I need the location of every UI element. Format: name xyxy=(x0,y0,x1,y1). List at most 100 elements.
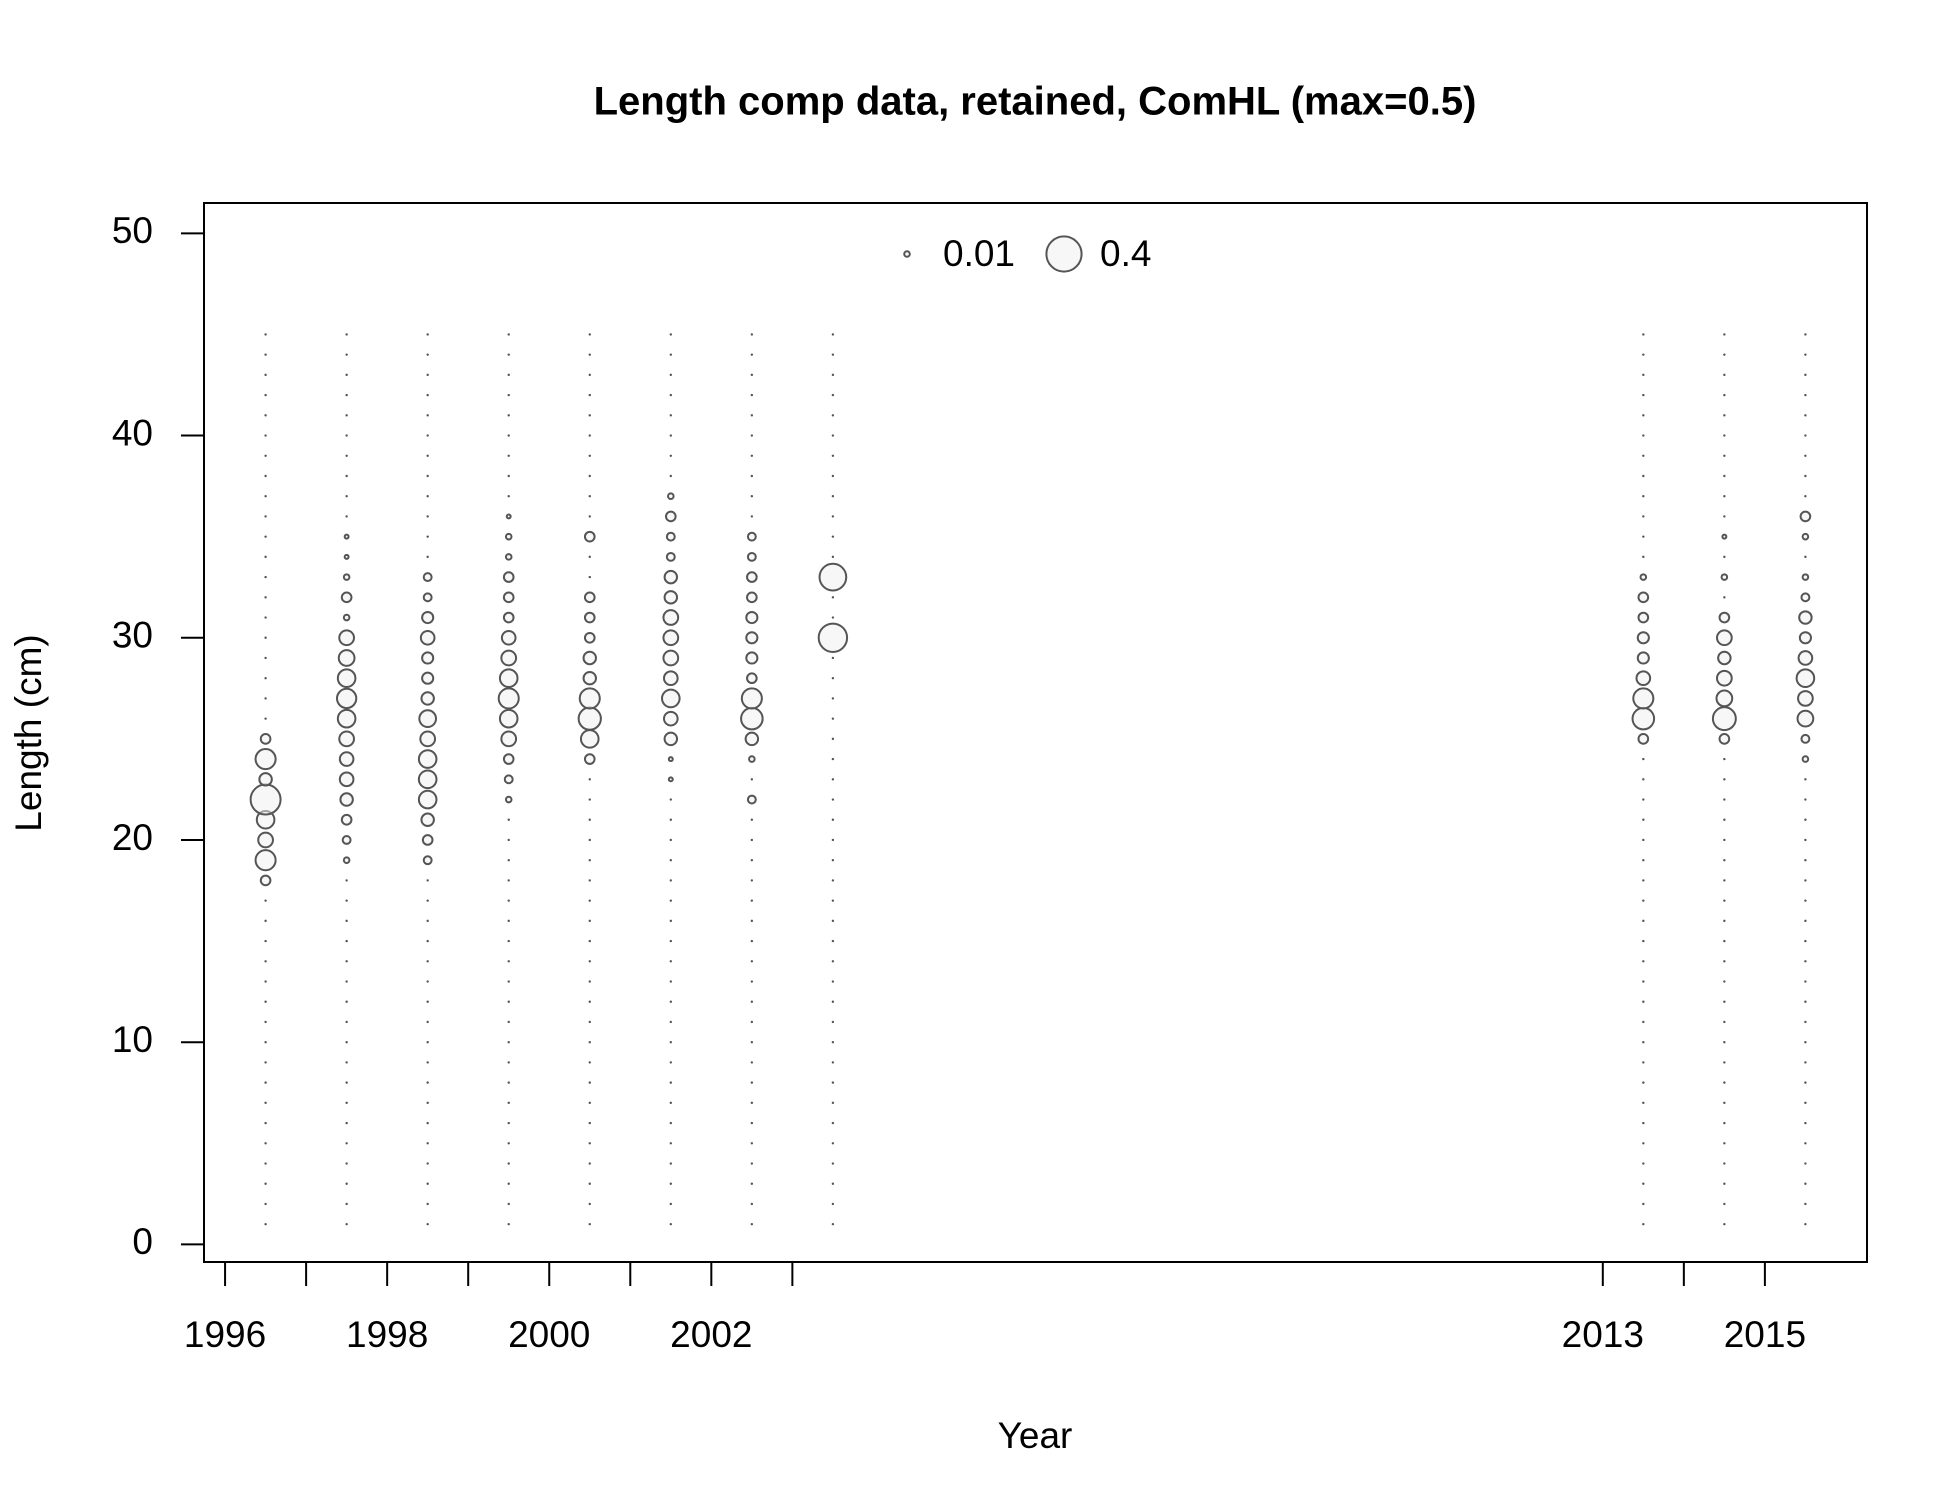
bubble xyxy=(264,1000,267,1003)
bubble xyxy=(418,709,438,728)
bubble xyxy=(345,1121,348,1125)
bubble xyxy=(426,1142,429,1145)
bubble xyxy=(342,856,351,864)
bubble xyxy=(500,649,518,667)
bubble xyxy=(1804,1020,1807,1024)
bubble xyxy=(1723,919,1726,923)
bubble xyxy=(345,353,348,356)
bubble xyxy=(1716,629,1733,647)
bubble xyxy=(750,980,754,983)
bubble xyxy=(337,649,356,667)
chart-title: Length comp data, retained, ComHL (max=0… xyxy=(594,80,1477,124)
bubble xyxy=(264,575,267,579)
bubble xyxy=(746,591,758,604)
bubble xyxy=(264,474,267,478)
bubble xyxy=(345,414,348,417)
bubble xyxy=(507,1182,510,1185)
bubble xyxy=(426,1000,429,1003)
bubble xyxy=(264,899,267,902)
bubble xyxy=(583,530,596,543)
bubble xyxy=(1795,668,1816,689)
plot-frame xyxy=(203,202,1868,1263)
bubble xyxy=(1723,474,1726,478)
bubble xyxy=(1804,778,1807,781)
bubble xyxy=(345,1182,348,1185)
bubble xyxy=(669,879,673,882)
bubble xyxy=(588,980,591,983)
bubble xyxy=(669,434,673,437)
bubble xyxy=(345,474,348,478)
bubble xyxy=(1642,980,1645,983)
bubble xyxy=(750,778,754,781)
bubble xyxy=(588,1202,591,1206)
bubble xyxy=(341,835,352,845)
bubble xyxy=(419,629,436,646)
bubble xyxy=(336,708,357,729)
bubble xyxy=(662,710,679,727)
bubble xyxy=(420,812,435,827)
bubble xyxy=(831,333,835,336)
bubble xyxy=(500,629,517,646)
bubble xyxy=(426,333,429,336)
bubble xyxy=(254,849,277,872)
bubble xyxy=(750,1081,754,1084)
bubble xyxy=(264,697,267,700)
bubble xyxy=(1723,555,1726,559)
bubble xyxy=(588,939,591,943)
bubble xyxy=(588,515,591,518)
bubble xyxy=(669,1101,673,1105)
bubble xyxy=(1723,1040,1726,1044)
bubble xyxy=(507,899,510,902)
bubble xyxy=(817,622,849,653)
y-tick-label: 10 xyxy=(112,1019,153,1060)
bubble xyxy=(426,373,429,377)
bubble xyxy=(507,353,510,356)
bubble xyxy=(1804,1142,1807,1145)
bubble xyxy=(669,1162,673,1165)
bubble xyxy=(831,1040,835,1044)
bubble xyxy=(667,756,674,763)
bubble xyxy=(422,855,433,866)
bubble xyxy=(831,960,835,963)
bubble xyxy=(502,591,515,604)
bubble xyxy=(746,571,758,583)
bubble xyxy=(588,1040,591,1044)
bubble xyxy=(259,874,272,887)
bubble xyxy=(1636,651,1650,665)
bubble xyxy=(345,393,348,397)
bubble xyxy=(1642,535,1645,538)
bubble xyxy=(507,1081,510,1084)
bubble xyxy=(669,333,673,336)
bubble xyxy=(507,980,510,983)
bubble xyxy=(1804,899,1807,902)
bubble xyxy=(831,434,835,437)
bubble xyxy=(1642,919,1645,923)
bubble xyxy=(1723,1162,1726,1165)
bubble xyxy=(1642,373,1645,377)
bubble xyxy=(831,393,835,397)
bubble xyxy=(1642,454,1645,457)
bubble xyxy=(831,1202,835,1206)
legend-bubble xyxy=(1045,235,1083,273)
bubble xyxy=(338,629,355,647)
bubble xyxy=(336,668,357,689)
bubble xyxy=(1723,939,1726,943)
bubble xyxy=(1801,532,1810,541)
bubble xyxy=(1804,414,1807,417)
bubble xyxy=(264,353,267,356)
bubble xyxy=(264,515,267,518)
bubble xyxy=(1804,939,1807,943)
bubble xyxy=(1798,610,1813,625)
bubble xyxy=(662,649,680,667)
bubble xyxy=(669,1202,673,1206)
bubble xyxy=(667,776,674,783)
bubble xyxy=(831,1081,835,1084)
bubble xyxy=(345,454,348,457)
bubble xyxy=(249,783,282,816)
bubble xyxy=(264,373,267,377)
bubble xyxy=(507,434,510,437)
bubble xyxy=(1723,1121,1726,1125)
bubble xyxy=(1642,899,1645,902)
bubble xyxy=(831,535,835,538)
bubble xyxy=(507,838,510,842)
